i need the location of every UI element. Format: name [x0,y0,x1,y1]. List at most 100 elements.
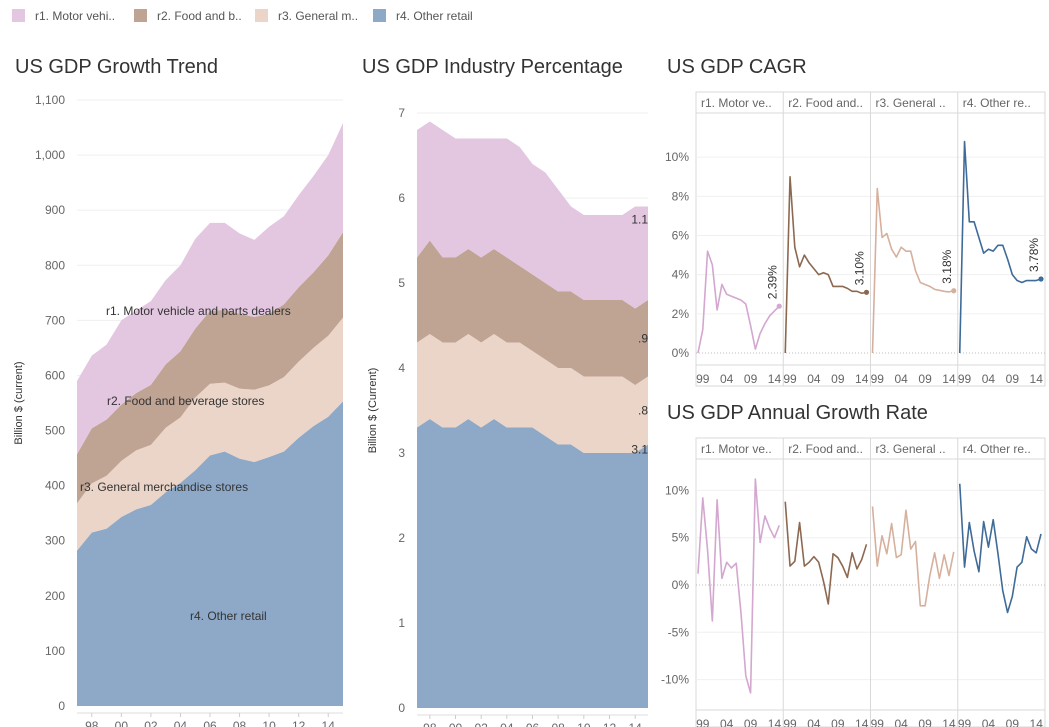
cagr-ytick-label-10: 10% [665,150,689,164]
trend-xtick-label-2012: 12 [292,719,306,727]
cagr-xtick-label-p3-2014: 14 [942,372,956,386]
agr-xtick-label-p1-2014: 14 [768,717,782,727]
pct-area-r2 [417,240,648,385]
pct-ytick-label-0: 0 [398,701,405,715]
trend-ytick-label-800: 800 [45,258,65,272]
agr-ytick-label--10: -10% [661,673,689,687]
agr-xtick-label-p2-2014: 14 [855,717,869,727]
cagr-xtick-label-p1-2014: 14 [768,372,782,386]
pct-area-r3 [417,334,648,453]
cagr-xtick-label-p1-1999: 99 [696,372,710,386]
trend-ytick-label-1000: 1,000 [35,148,65,162]
trend-series-label-r1: r1. Motor vehicle and parts dealers [106,304,291,318]
pct-ytick-label-6: 6 [398,191,405,205]
pct-chart-title: US GDP Industry Percentage [362,56,623,78]
trend-ytick-label-100: 100 [45,644,65,658]
trend-xtick-label-2014: 14 [322,719,336,727]
pct-xtick-label-2004: 04 [500,721,514,727]
cagr-panel-header-2: r2. Food and.. [788,96,863,110]
cagr-xtick-label-p4-1999: 99 [958,372,972,386]
agr-ytick-label-10: 10% [665,483,689,497]
legend-label-r4: r4. Other retail [396,9,473,23]
trend-ytick-label-600: 600 [45,368,65,382]
cagr-end-label-r4: 3.78% [1027,238,1041,272]
pct-xtick-label-2008: 08 [551,721,565,727]
pct-ytick-label-3: 3 [398,446,405,460]
pct-ylabel: Billion $ (Current) [367,368,379,454]
agr-xtick-label-p3-2014: 14 [942,717,956,727]
trend-area-r3 [77,317,343,551]
cagr-xtick-label-p3-2009: 09 [918,372,932,386]
trend-ytick-label-900: 900 [45,203,65,217]
cagr-xtick-label-p2-2004: 04 [807,372,821,386]
pct-xtick-label-1998: 98 [423,721,437,727]
cagr-chart-title: US GDP CAGR [667,56,807,78]
cagr-end-marker-r1 [776,303,782,309]
legend-item-r2[interactable]: r2. Food and b.. [134,9,242,27]
cagr-xtick-label-p3-1999: 99 [871,372,885,386]
pct-xtick-label-2000: 00 [449,721,463,727]
trend-xtick-label-1998: 98 [85,719,99,727]
legend-label-r2: r2. Food and b.. [157,9,242,23]
trend-series-label-r2: r2. Food and beverage stores [107,394,264,408]
pct-end-label-r2: .8 [638,404,648,418]
cagr-xtick-label-p3-2004: 04 [894,372,908,386]
agr-panel-header-2: r2. Food and.. [788,442,863,456]
trend-ytick-label-400: 400 [45,479,65,493]
legend-item-r3[interactable]: r3. General m.. [255,9,358,27]
cagr-line-r3 [871,187,954,354]
cagr-xtick-label-p4-2014: 14 [1030,372,1044,386]
trend-xtick-label-2004: 04 [174,719,188,727]
agr-line-r4 [958,483,1042,614]
agr-line-r3 [871,506,955,607]
legend-swatch-r4 [373,9,386,22]
trend-xtick-label-2010: 10 [262,719,276,727]
cagr-xtick-label-p2-1999: 99 [783,372,797,386]
agr-xtick-label-p3-2009: 09 [918,717,932,727]
pct-xtick-label-2014: 14 [628,721,642,727]
trend-ytick-label-700: 700 [45,313,65,327]
legend-item-r1[interactable]: r1. Motor vehi.. [12,9,115,27]
agr-xtick-label-p4-2009: 09 [1006,717,1020,727]
pct-ytick-label-4: 4 [398,361,405,375]
cagr-panel-header-1: r1. Motor ve.. [701,96,772,110]
legend-swatch-r1 [12,9,25,22]
cagr-line-r4 [958,140,1042,354]
cagr-xtick-label-p4-2004: 04 [982,372,996,386]
trend-xtick-label-2000: 00 [115,719,129,727]
cagr-end-label-r1: 2.39% [765,265,779,299]
trend-ylabel: Billion $ (current) [13,361,25,444]
cagr-ytick-label-2: 2% [672,307,690,321]
cagr-xtick-label-p1-2004: 04 [720,372,734,386]
legend-item-r4[interactable]: r4. Other retail [373,9,473,27]
pct-ytick-label-2: 2 [398,531,405,545]
trend-ytick-label-1100: 1,100 [35,93,65,107]
agr-xtick-label-p3-2004: 04 [894,717,908,727]
cagr-panel-header-4: r4. Other re.. [963,96,1031,110]
cagr-line-r1 [697,250,780,354]
agr-xtick-label-p1-1999: 99 [696,717,710,727]
pct-end-label-r1: 3.1 [631,443,648,457]
agr-line-r2 [784,501,868,605]
agr-line-r1 [697,478,780,694]
agr-xtick-label-p3-1999: 99 [871,717,885,727]
cagr-end-marker-r3 [951,288,957,294]
agr-xtick-label-p2-2004: 04 [807,717,821,727]
pct-area-r1 [417,121,648,309]
agr-xtick-label-p1-2004: 04 [720,717,734,727]
pct-ytick-label-1: 1 [398,616,405,630]
agr-ytick-label--5: -5% [668,625,690,639]
agr-chart-title: US GDP Annual Growth Rate [667,402,928,424]
trend-series-label-r3: r3. General merchandise stores [80,480,248,494]
legend: r1. Motor vehi.. r2. Food and b.. r3. Ge… [0,0,1049,38]
pct-ytick-label-7: 7 [398,106,405,120]
trend-xtick-label-2006: 06 [203,719,217,727]
trend-xtick-label-2008: 08 [233,719,247,727]
cagr-ytick-label-0: 0% [672,346,690,360]
agr-xtick-label-p1-2009: 09 [744,717,758,727]
cagr-panel-header-3: r3. General .. [876,96,946,110]
cagr-ytick-label-6: 6% [672,229,690,243]
agr-xtick-label-p4-1999: 99 [958,717,972,727]
cagr-xtick-label-p4-2009: 09 [1006,372,1020,386]
